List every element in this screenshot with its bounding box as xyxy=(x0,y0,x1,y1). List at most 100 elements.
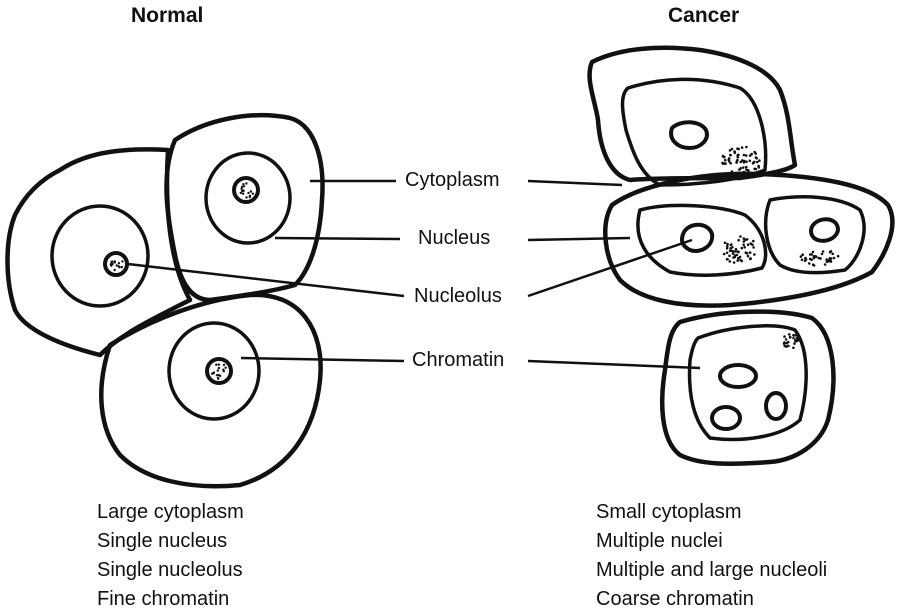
chromatin-dot xyxy=(821,250,825,253)
cancer-nucleus-bottom-1 xyxy=(718,363,758,389)
cancer-cytoplasm-bottom xyxy=(687,324,808,442)
chromatin-dot xyxy=(788,333,791,336)
chromatin-dot xyxy=(742,166,745,169)
chromatin-dot xyxy=(745,160,748,164)
chromatin-dot xyxy=(755,160,759,164)
cancer-nucleus-top xyxy=(669,120,709,151)
leader-nucleolus-left xyxy=(127,262,405,298)
leader-nucleolus-right xyxy=(527,238,693,298)
chromatin-dot xyxy=(725,251,729,255)
chromatin-dot xyxy=(740,246,744,250)
chromatin-dot xyxy=(217,363,221,366)
chromatin-dot xyxy=(799,255,803,258)
cancer-nucleus-bottom-2 xyxy=(710,405,742,431)
chromatin-dot xyxy=(751,243,754,246)
cancer-cytoplasm-middle-left xyxy=(636,203,768,277)
chromatin-dot xyxy=(113,268,116,272)
chromatin-dot xyxy=(752,160,756,164)
chromatin-stipple xyxy=(109,145,840,380)
chromatin-dot xyxy=(814,255,818,258)
chromatin-dot xyxy=(730,147,734,151)
chromatin-dot xyxy=(734,247,738,251)
normal-cell-bottom xyxy=(99,292,323,489)
heading-cancer: Cancer xyxy=(668,4,740,27)
cancer-cell-bottom xyxy=(660,309,836,466)
chromatin-dot xyxy=(212,371,216,374)
chromatin-dot xyxy=(801,253,804,256)
chromatin-dot xyxy=(742,153,746,157)
chromatin-dot xyxy=(222,370,225,373)
chromatin-dot xyxy=(739,167,742,170)
chromatin-dot xyxy=(242,185,246,188)
chromatin-dot xyxy=(735,160,739,163)
normal-cells xyxy=(5,113,325,489)
chromatin-dot xyxy=(726,242,729,246)
chromatin-dot xyxy=(752,246,755,249)
label-chromatin: Chromatin xyxy=(412,349,505,371)
chromatin-dot xyxy=(217,377,220,380)
chromatin-dot xyxy=(794,334,797,337)
chromatin-dot xyxy=(737,147,740,151)
chromatin-dot xyxy=(721,154,725,158)
chromatin-dot xyxy=(747,169,750,172)
chromatin-dot xyxy=(733,250,737,253)
normal-trait: Single nucleolus xyxy=(97,559,243,581)
chromatin-dot xyxy=(731,250,735,253)
leader-lines xyxy=(127,179,701,370)
normal-nucleolus-top xyxy=(232,176,260,204)
chromatin-dot xyxy=(242,189,245,192)
chromatin-dot xyxy=(728,254,731,258)
chromatin-dot xyxy=(239,191,242,195)
chromatin-dot xyxy=(721,161,724,165)
leader-chromatin-right xyxy=(527,359,701,370)
cancer-nucleus-middle-left xyxy=(680,222,715,253)
chromatin-dot xyxy=(240,185,244,189)
chromatin-dot xyxy=(748,257,752,261)
chromatin-dot xyxy=(218,374,222,378)
chromatin-dot xyxy=(118,266,121,269)
chromatin-dot xyxy=(733,151,737,155)
chromatin-dot xyxy=(753,253,756,256)
chromatin-dot xyxy=(758,159,761,162)
chromatin-dot xyxy=(745,168,748,171)
cancer-cell-top xyxy=(587,45,798,183)
chromatin-dot xyxy=(793,342,796,345)
chromatin-dot xyxy=(117,262,121,265)
leader-cytoplasm-right xyxy=(527,179,623,187)
chromatin-dot xyxy=(215,374,219,377)
normal-trait: Single nucleus xyxy=(97,530,228,552)
chromatin-dot xyxy=(728,249,732,253)
chromatin-dot xyxy=(726,258,729,261)
chromatin-dot xyxy=(746,243,750,246)
normal-trait: Fine chromatin xyxy=(97,588,230,610)
chromatin-dot xyxy=(808,262,811,265)
chromatin-dot xyxy=(722,252,726,256)
chromatin-dot xyxy=(740,146,744,149)
chromatin-dot xyxy=(752,239,755,243)
chromatin-dot xyxy=(742,170,746,174)
chromatin-dot xyxy=(240,187,243,190)
chromatin-dot xyxy=(810,258,813,262)
label-cytoplasm: Cytoplasm xyxy=(405,169,500,191)
chromatin-dot xyxy=(242,192,245,195)
leader-nucleus-left xyxy=(274,236,401,241)
normal-traits-list: Large cytoplasm Single nucleus Single nu… xyxy=(97,498,244,614)
chromatin-dot xyxy=(731,252,735,255)
chromatin-dot xyxy=(836,254,840,258)
chromatin-dot xyxy=(115,264,118,267)
chromatin-dot xyxy=(804,258,808,261)
chromatin-dot xyxy=(811,250,815,254)
chromatin-dot xyxy=(724,162,727,165)
chromatin-dot xyxy=(744,238,747,242)
chromatin-dot xyxy=(744,154,748,157)
chromatin-dot xyxy=(215,363,218,366)
chromatin-dot xyxy=(120,265,124,269)
chromatin-dot xyxy=(730,243,733,246)
chromatin-dot xyxy=(110,264,113,267)
chromatin-dot xyxy=(727,158,730,162)
chromatin-dot xyxy=(744,251,748,254)
chromatin-dot xyxy=(738,255,742,259)
normal-trait: Large cytoplasm xyxy=(97,501,244,523)
chromatin-dot xyxy=(792,336,795,340)
chromatin-dot xyxy=(820,252,824,256)
